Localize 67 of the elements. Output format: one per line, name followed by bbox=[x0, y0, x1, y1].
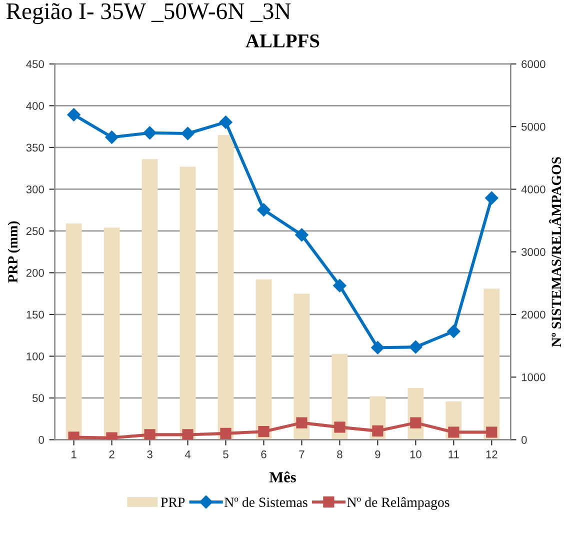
x-tick-label: 8 bbox=[337, 450, 342, 458]
bar bbox=[256, 279, 272, 440]
bar bbox=[294, 294, 310, 440]
point bbox=[410, 417, 422, 428]
bar bbox=[104, 228, 120, 440]
point bbox=[486, 426, 498, 438]
x-tick-label: 7 bbox=[299, 450, 304, 458]
x-tick-label: 10 bbox=[410, 450, 422, 458]
y-tick-label: 200 bbox=[26, 268, 44, 277]
point bbox=[334, 422, 346, 433]
x-tick-label: 6 bbox=[261, 450, 266, 458]
point bbox=[448, 426, 460, 438]
point bbox=[333, 279, 346, 292]
point bbox=[143, 126, 156, 140]
point bbox=[447, 324, 460, 338]
y-tick-label: 0 bbox=[38, 436, 44, 444]
point bbox=[372, 425, 384, 437]
y2-tick-label: 3000 bbox=[521, 248, 546, 256]
legend-label: Nº de Relâmpagos bbox=[347, 497, 450, 510]
y-tick-label: 350 bbox=[26, 144, 44, 152]
y-tick-label: 100 bbox=[26, 352, 44, 360]
y2-axis-title: Nº SISTEMAS/RELÂMPAGOS bbox=[548, 157, 562, 347]
point bbox=[182, 429, 194, 440]
y-tick-label: 450 bbox=[26, 60, 44, 68]
x-tick-label: 2 bbox=[109, 450, 114, 458]
point bbox=[485, 191, 498, 205]
x-tick-label: 1 bbox=[72, 450, 76, 458]
point bbox=[105, 130, 118, 144]
x-tick-label: 11 bbox=[448, 450, 459, 458]
point bbox=[220, 428, 232, 440]
point bbox=[371, 341, 384, 354]
chart-title: ALLPFS bbox=[246, 34, 320, 48]
y2-tick-label: 0 bbox=[521, 436, 527, 444]
bar bbox=[180, 166, 196, 440]
point bbox=[258, 426, 270, 438]
x-tick-label: 3 bbox=[147, 450, 152, 458]
x-tick-label: 5 bbox=[223, 450, 228, 458]
point bbox=[181, 126, 194, 140]
point bbox=[257, 203, 270, 216]
y-tick-label: 250 bbox=[26, 227, 44, 236]
bar bbox=[484, 288, 500, 440]
y-tick-label: 50 bbox=[32, 394, 44, 402]
y2-tick-label: 4000 bbox=[521, 185, 546, 194]
bar bbox=[66, 223, 82, 440]
y2-tick-label: 5000 bbox=[522, 122, 546, 131]
bar bbox=[142, 159, 158, 440]
y2-tick-label: 1000 bbox=[522, 373, 546, 382]
y-tick-label: 300 bbox=[26, 185, 44, 194]
point bbox=[296, 417, 308, 428]
point bbox=[144, 429, 156, 440]
y-tick-label: 400 bbox=[26, 102, 44, 110]
x-axis-title: Mês bbox=[269, 471, 296, 482]
bar bbox=[218, 134, 234, 440]
x-tick-label: 4 bbox=[184, 450, 191, 458]
y-axis-title: PRP (mm) bbox=[8, 221, 20, 283]
x-tick-label: 12 bbox=[486, 450, 498, 458]
y-tick-label: 150 bbox=[26, 310, 44, 319]
point bbox=[295, 228, 308, 242]
point bbox=[409, 340, 422, 354]
x-tick-label: 9 bbox=[375, 450, 380, 458]
chart-subtitle: Região I- 35W _50W-6N _3N bbox=[6, 3, 291, 24]
y2-tick-label: 2000 bbox=[522, 310, 546, 319]
point bbox=[219, 116, 232, 129]
y2-tick-label: 6000 bbox=[522, 60, 546, 68]
legend-label: Nº de Sistemas bbox=[224, 497, 308, 507]
point bbox=[67, 108, 80, 122]
legend-label: PRP bbox=[160, 498, 185, 507]
